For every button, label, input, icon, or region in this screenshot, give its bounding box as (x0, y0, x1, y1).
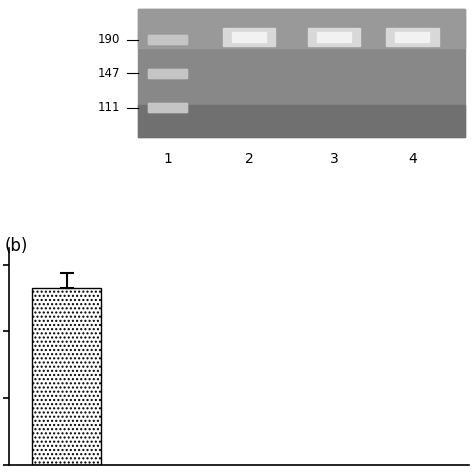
Text: 2: 2 (245, 152, 254, 166)
Text: 190: 190 (98, 33, 120, 46)
Bar (148, 103, 187, 112)
Bar (317, 32, 351, 42)
Bar (148, 36, 187, 45)
Text: 147: 147 (97, 67, 120, 80)
Text: 4: 4 (408, 152, 417, 166)
Bar (395, 32, 429, 42)
Text: 1: 1 (163, 152, 172, 166)
Bar (148, 36, 187, 45)
Bar (232, 32, 266, 42)
Text: 3: 3 (330, 152, 338, 166)
Text: 111: 111 (97, 101, 120, 114)
Bar (148, 103, 187, 112)
Bar (148, 69, 187, 78)
Bar (32, 289, 101, 465)
Bar (148, 69, 187, 78)
Text: (b): (b) (5, 237, 28, 255)
